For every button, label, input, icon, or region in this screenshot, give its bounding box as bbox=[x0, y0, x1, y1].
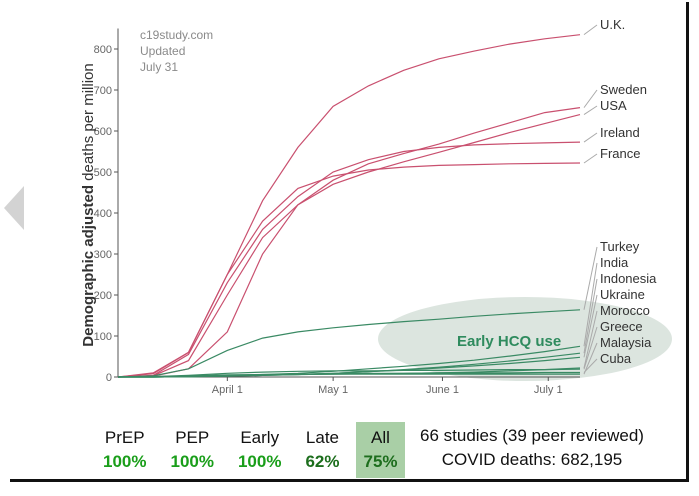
x-tick-label: July 1 bbox=[534, 384, 563, 396]
series-label-greece: Greece bbox=[600, 319, 643, 334]
studies-count: 66 studies (39 peer reviewed) bbox=[420, 426, 644, 445]
series-line-france bbox=[117, 162, 581, 378]
stat-value: 100% bbox=[170, 452, 214, 471]
series-label-ireland: Ireland bbox=[600, 125, 640, 140]
series-label-india: India bbox=[600, 255, 629, 270]
stat-label: All bbox=[371, 428, 390, 447]
y-tick-label: 300 bbox=[94, 249, 112, 261]
treatment-stats: PrEP 100% PEP 100% Early 100% Late 62% A… bbox=[96, 422, 415, 478]
y-tick-label: 700 bbox=[94, 85, 112, 97]
label-arrow-indonesia bbox=[583, 278, 598, 354]
label-arrow-turkey bbox=[583, 246, 598, 310]
label-arrow-usa bbox=[583, 105, 598, 116]
label-arrow-sweden bbox=[583, 89, 598, 108]
stat-late: Late 62% bbox=[298, 422, 346, 478]
series-line-usa bbox=[117, 114, 581, 378]
x-tick-label: April 1 bbox=[212, 384, 243, 396]
stat-label: Late bbox=[305, 428, 340, 447]
series-label-morocco: Morocco bbox=[600, 303, 650, 318]
early-hcq-annotation: Early HCQ use bbox=[457, 333, 561, 350]
label-arrow-cuba bbox=[583, 358, 598, 373]
label-arrow-u-k bbox=[583, 24, 598, 36]
label-arrow-malaysia bbox=[583, 342, 598, 375]
stat-value: 100% bbox=[237, 452, 282, 471]
label-arrow-ukraine bbox=[583, 294, 598, 358]
series-label-u-k: U.K. bbox=[600, 17, 625, 32]
y-tick-label: 200 bbox=[94, 290, 112, 302]
series-label-usa: USA bbox=[600, 98, 627, 113]
series-line-cuba bbox=[118, 371, 580, 378]
series-label-sweden: Sweden bbox=[600, 82, 647, 97]
y-axis-label: Demographic adjusted deaths per million bbox=[80, 63, 97, 346]
covid-deaths: COVID deaths: 682,195 bbox=[441, 450, 623, 469]
label-arrow-ireland bbox=[583, 132, 598, 143]
stat-value: 75% bbox=[363, 452, 398, 471]
note-line-1: c19study.com bbox=[140, 28, 213, 42]
series-label-malaysia: Malaysia bbox=[600, 335, 652, 350]
chart-frame bbox=[10, 2, 689, 482]
series-label-turkey: Turkey bbox=[600, 239, 640, 254]
y-tick-label: 500 bbox=[94, 167, 112, 179]
stat-label: PrEP bbox=[104, 428, 145, 447]
y-tick-label: 0 bbox=[106, 372, 112, 384]
label-arrow-morocco bbox=[583, 310, 598, 369]
note-line-2: Updated bbox=[140, 44, 185, 58]
label-arrow-greece bbox=[583, 326, 598, 370]
x-tick-label: May 1 bbox=[318, 384, 348, 396]
stat-value: 100% bbox=[103, 452, 147, 471]
stat-early: Early 100% bbox=[231, 422, 288, 478]
series-label-cuba: Cuba bbox=[600, 351, 632, 366]
series-line-ireland bbox=[117, 141, 581, 378]
previous-arrow-icon[interactable] bbox=[4, 186, 24, 230]
note-line-3: July 31 bbox=[140, 60, 178, 74]
series-line-sweden bbox=[117, 107, 581, 378]
x-tick-label: June 1 bbox=[426, 384, 459, 396]
y-tick-label: 100 bbox=[94, 331, 112, 343]
series-label-ukraine: Ukraine bbox=[600, 287, 645, 302]
summary: 66 studies (39 peer reviewed) COVID deat… bbox=[404, 424, 660, 472]
stat-prep: PrEP 100% bbox=[96, 422, 153, 478]
label-arrow-india bbox=[583, 262, 598, 347]
y-tick-label: 800 bbox=[94, 44, 112, 56]
y-tick-label: 600 bbox=[94, 126, 112, 138]
label-arrow-france bbox=[583, 153, 598, 164]
stat-label: Early bbox=[240, 428, 280, 447]
stat-value: 62% bbox=[305, 452, 340, 471]
stat-pep: PEP 100% bbox=[163, 422, 220, 478]
stat-label: PEP bbox=[175, 428, 210, 447]
y-tick-label: 400 bbox=[94, 208, 112, 220]
stat-all: All 75% bbox=[356, 422, 405, 478]
y-axis-label-bold: Demographic adjusted bbox=[80, 185, 97, 347]
line-chart: 0 100 200 300 400 500 600 700 800 April 1 May 1 Ju… bbox=[80, 17, 672, 396]
series-label-indonesia: Indonesia bbox=[600, 271, 657, 286]
series-label-france: France bbox=[600, 146, 640, 161]
y-axis-label-rest: deaths per million bbox=[80, 63, 97, 185]
series-line-turkey bbox=[117, 309, 581, 378]
